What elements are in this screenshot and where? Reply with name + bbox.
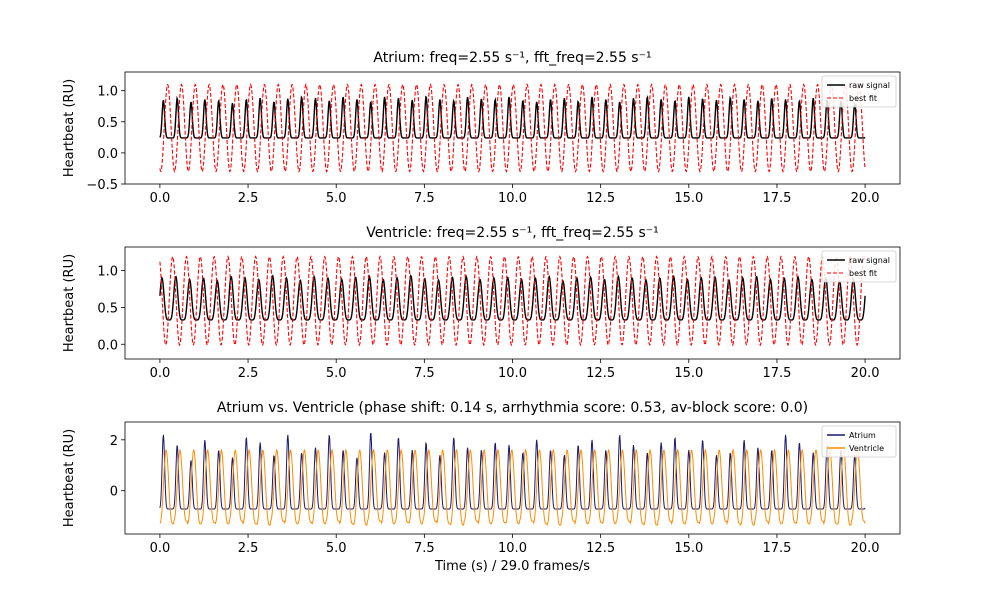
x-tick-label: 2.5 (238, 541, 259, 556)
y-tick-label: 0.5 (97, 301, 118, 316)
x-tick-label: 12.5 (586, 541, 615, 556)
y-axis-label: Heartbeat (RU) (62, 79, 77, 177)
x-tick-label: 7.5 (414, 191, 435, 206)
plot-area (159, 432, 866, 526)
x-tick-label: 10.0 (498, 191, 527, 206)
series-line-ventricle (159, 448, 866, 526)
x-tick-label: 10.0 (498, 366, 527, 381)
y-tick-label: 0.0 (97, 147, 118, 162)
y-tick-label: 0.5 (97, 116, 118, 131)
legend-box (821, 250, 897, 283)
legend-entry: raw signal (849, 81, 890, 90)
y-tick-label: 1.0 (97, 265, 118, 280)
y-tick-label: −0.5 (86, 178, 118, 193)
x-tick-label: 10.0 (498, 541, 527, 556)
legend-box (821, 425, 897, 458)
series-line-atrium (159, 432, 866, 510)
chart-title: Atrium: freq=2.55 s⁻¹, fft_freq=2.55 s⁻¹ (373, 50, 651, 66)
x-tick-label: 17.5 (762, 366, 791, 381)
chart-panel-1: Atrium: freq=2.55 s⁻¹, fft_freq=2.55 s⁻¹… (62, 50, 901, 206)
y-tick-label: 2 (110, 434, 118, 449)
x-tick-label: 0.0 (150, 191, 171, 206)
chart-panel-2: Ventricle: freq=2.55 s⁻¹, fft_freq=2.55 … (62, 225, 901, 381)
y-tick-label: 0 (110, 485, 118, 500)
plot-area (159, 83, 866, 173)
x-tick-label: 0.0 (150, 541, 171, 556)
chart-title: Atrium vs. Ventricle (phase shift: 0.14 … (217, 400, 808, 416)
x-tick-label: 5.0 (326, 366, 347, 381)
axes-frame (124, 246, 901, 360)
chart-panel-3: Atrium vs. Ventricle (phase shift: 0.14 … (62, 400, 901, 574)
x-tick-label: 17.5 (762, 191, 791, 206)
x-axis-label: Time (s) / 29.0 frames/s (434, 559, 590, 574)
legend-entry: raw signal (849, 256, 890, 265)
x-tick-label: 2.5 (238, 366, 259, 381)
x-tick-label: 15.0 (674, 191, 703, 206)
legend-entry: Atrium (849, 431, 876, 440)
series-line-best-fit (159, 83, 866, 173)
x-tick-label: 0.0 (150, 366, 171, 381)
x-tick-label: 20.0 (851, 366, 880, 381)
x-tick-label: 2.5 (238, 191, 259, 206)
x-tick-label: 5.0 (326, 191, 347, 206)
legend: raw signal best fit (821, 75, 897, 108)
x-tick-label: 7.5 (414, 541, 435, 556)
x-tick-label: 15.0 (674, 541, 703, 556)
x-tick-label: 15.0 (674, 366, 703, 381)
axes-frame (124, 421, 901, 535)
plot-area (159, 255, 866, 347)
legend: raw signal best fit (821, 250, 897, 283)
x-tick-label: 12.5 (586, 191, 615, 206)
legend: Atrium Ventricle (821, 425, 897, 458)
x-tick-label: 12.5 (586, 366, 615, 381)
legend-entry: best fit (849, 269, 877, 278)
legend-box (821, 75, 897, 108)
y-tick-label: 0.0 (97, 338, 118, 353)
x-tick-label: 20.0 (851, 191, 880, 206)
x-tick-label: 5.0 (326, 541, 347, 556)
y-axis-label: Heartbeat (RU) (62, 429, 77, 527)
series-line-best-fit (159, 255, 866, 347)
chart-title: Ventricle: freq=2.55 s⁻¹, fft_freq=2.55 … (366, 225, 659, 241)
x-tick-label: 17.5 (762, 541, 791, 556)
x-tick-label: 7.5 (414, 366, 435, 381)
y-axis-label: Heartbeat (RU) (62, 254, 77, 352)
x-tick-label: 20.0 (851, 541, 880, 556)
axes-frame (124, 71, 901, 185)
series-line-raw-signal (159, 94, 866, 139)
legend-entry: Ventricle (849, 444, 884, 453)
legend-entry: best fit (849, 94, 877, 103)
y-tick-label: 1.0 (97, 85, 118, 100)
series-line-raw-signal (159, 274, 866, 321)
